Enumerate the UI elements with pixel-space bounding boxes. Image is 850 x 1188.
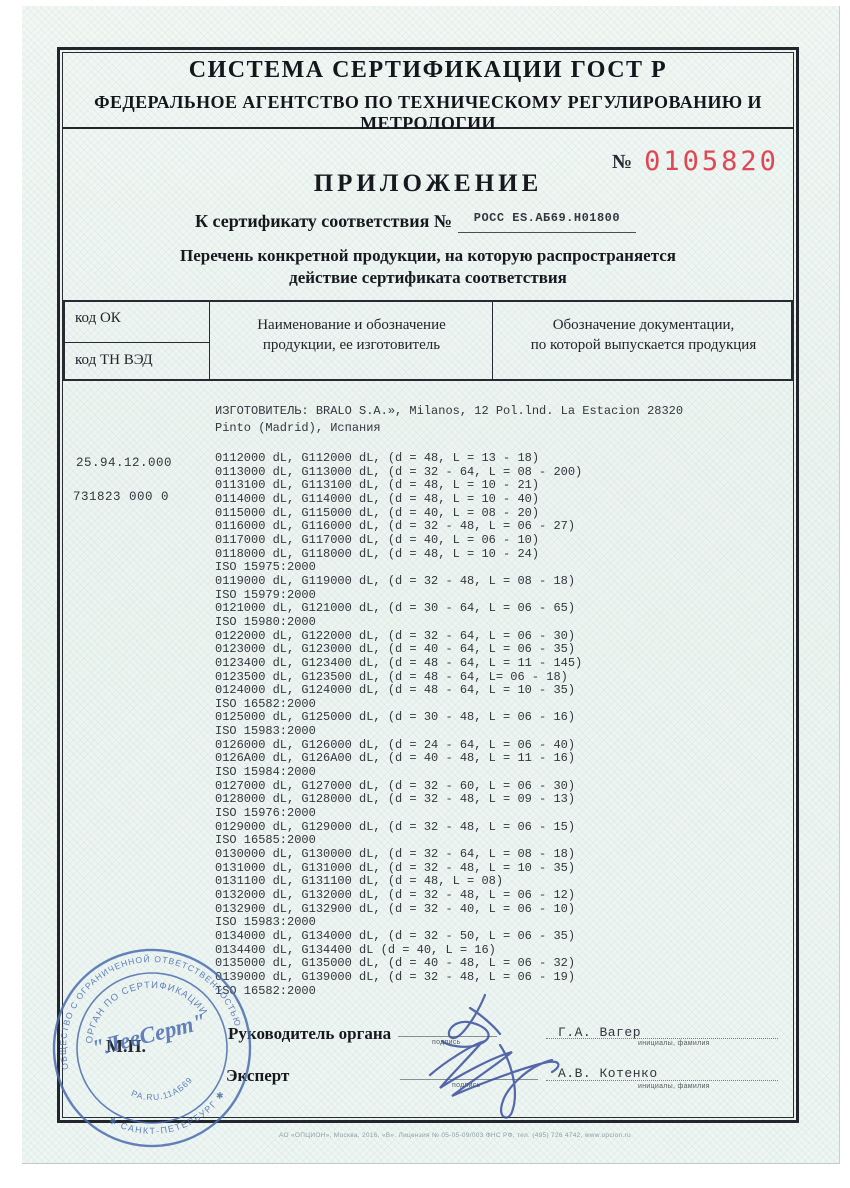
code-tnved-value: 731823 000 0 [73, 490, 170, 504]
print-shop-footer: АО «ОПЦИОН», Москва, 2016, «В». Лицензия… [279, 1132, 631, 1139]
product-table-header: код ОК код ТН ВЭД Наименование и обознач… [63, 300, 793, 381]
certificate-reference-label: К сертификату соответствия № [195, 211, 452, 231]
product-list: 0112000 dL, G112000 dL, (d = 48, L = 13 … [215, 451, 583, 998]
expert-name: А.В. Котенко [558, 1066, 658, 1081]
page-title: ПРИЛОЖЕНИЕ [313, 170, 543, 197]
signature-caption-1: подпись [432, 1039, 461, 1046]
certificate-number-field: РОСС ES.АБ69.Н01800 [457, 211, 636, 233]
signature-caption-2: подпись [452, 1082, 481, 1089]
name-line-1 [546, 1038, 778, 1039]
signature-line-1 [398, 1036, 497, 1037]
blank-number: № 0105820 [612, 146, 779, 177]
agency-title: ФЕДЕРАЛЬНОЕ АГЕНТСТВО ПО ТЕХНИЧЕСКОМУ РЕ… [94, 92, 762, 133]
column-header-code-ok: код ОК [75, 310, 121, 326]
name-caption-1: инициалы, фамилия [638, 1040, 710, 1047]
number-sign: № [612, 151, 633, 173]
document-frame [57, 47, 799, 1123]
stamp-outer-ring [52, 948, 252, 1148]
stamp-center-name: "ЛевСерт" [89, 1009, 208, 1061]
head-name: Г.А. Вагер [558, 1025, 642, 1040]
name-caption-2: инициалы, фамилия [638, 1083, 710, 1090]
document-frame-inner [62, 52, 794, 1118]
stamp-inner-ring [76, 972, 228, 1124]
certificate-reference-line: К сертификату соответствия № РОСС ES.АБ69… [195, 211, 636, 233]
manufacturer-info: ИЗГОТОВИТЕЛЬ: BRALO S.A.», Milanos, 12 P… [215, 404, 684, 435]
name-line-2 [546, 1080, 778, 1081]
table-vertical-divider-2 [492, 302, 493, 379]
column-header-product: Наименование и обозначение продукции, ее… [257, 317, 446, 353]
table-code-divider [65, 342, 209, 343]
expert-label: Эксперт [226, 1066, 290, 1085]
seal-place-label: М.П. [106, 1036, 146, 1056]
svg-text:РА.RU.11АБ69: РА.RU.11АБ69 [128, 1073, 198, 1108]
header-divider [62, 127, 794, 129]
signature-line-2 [400, 1079, 538, 1080]
code-ok-value: 25.94.12.000 [76, 456, 173, 470]
table-vertical-divider-1 [209, 302, 210, 379]
head-of-body-label: Руководитель органа [228, 1024, 392, 1043]
blank-number-value: 0105820 [644, 146, 779, 177]
subtitle-line-1: Перечень конкретной продукции, на котору… [179, 246, 677, 265]
stamp-reg-number: РА.RU.11АБ69 [128, 1073, 198, 1108]
column-header-documentation: Обозначение документации, по которой вып… [530, 317, 757, 353]
column-header-code-tnved: код ТН ВЭД [75, 352, 153, 368]
subtitle-line-2: действие сертификата соответствия [289, 268, 567, 287]
security-paper-background [22, 6, 840, 1164]
system-title: СИСТЕМА СЕРТИФИКАЦИИ ГОСТ Р [188, 57, 668, 83]
certificate-number-value: РОСС ES.АБ69.Н01800 [473, 211, 621, 225]
